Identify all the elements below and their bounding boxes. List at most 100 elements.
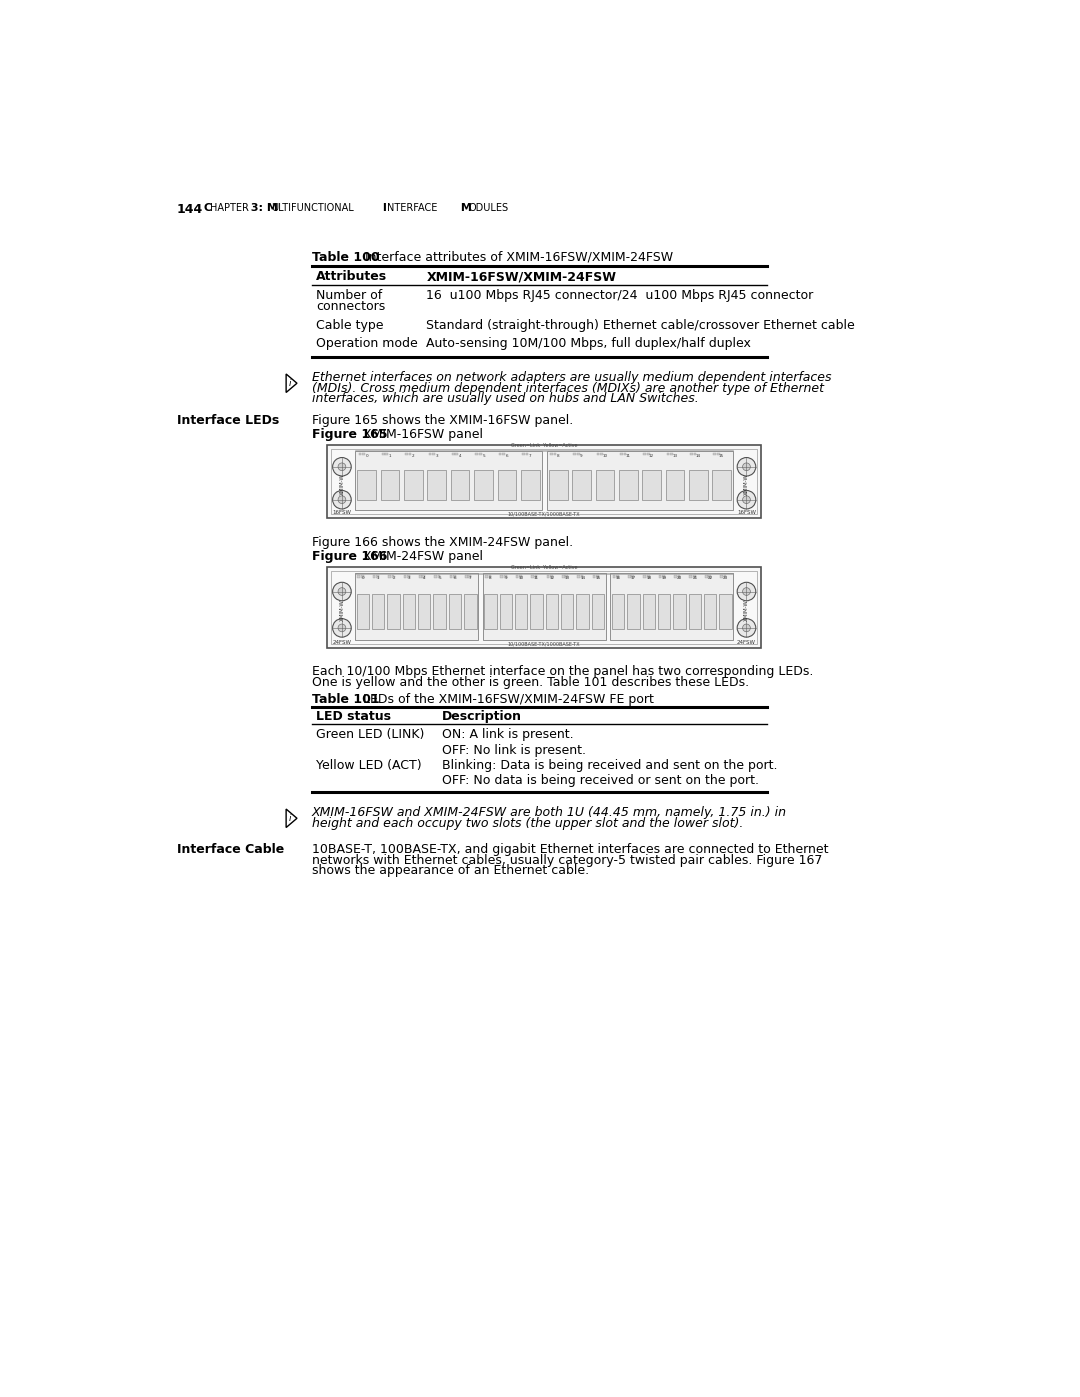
- Text: Table 100: Table 100: [312, 251, 379, 264]
- Text: 21: 21: [692, 577, 698, 580]
- Bar: [485, 576, 488, 578]
- Text: HAPTER: HAPTER: [211, 203, 249, 214]
- Bar: [689, 471, 707, 500]
- Text: 17: 17: [631, 577, 636, 580]
- Bar: [356, 594, 369, 629]
- Text: XMIM-16FSW panel: XMIM-16FSW panel: [355, 427, 483, 441]
- Bar: [705, 576, 707, 578]
- Bar: [422, 576, 426, 578]
- Text: shows the appearance of an Ethernet cable.: shows the appearance of an Ethernet cabl…: [312, 865, 589, 877]
- Circle shape: [738, 583, 756, 601]
- Bar: [546, 576, 550, 578]
- Bar: [332, 571, 757, 644]
- Text: 1: 1: [389, 454, 391, 458]
- Bar: [332, 448, 757, 514]
- Text: 5: 5: [438, 577, 441, 580]
- Bar: [382, 453, 384, 455]
- Text: Figure 166 shows the XMIM-24FSW panel.: Figure 166 shows the XMIM-24FSW panel.: [312, 536, 572, 549]
- Bar: [386, 453, 388, 455]
- Bar: [673, 594, 686, 629]
- Text: 20: 20: [677, 577, 683, 580]
- Bar: [437, 576, 441, 578]
- Text: 3: 3: [435, 454, 438, 458]
- Bar: [498, 471, 516, 500]
- Bar: [627, 594, 639, 629]
- Text: 2: 2: [413, 454, 415, 458]
- Bar: [647, 453, 649, 455]
- Bar: [627, 576, 631, 578]
- Bar: [502, 453, 504, 455]
- Bar: [595, 471, 615, 500]
- Text: 0: 0: [362, 577, 364, 580]
- Bar: [619, 471, 637, 500]
- Bar: [632, 576, 634, 578]
- Bar: [535, 576, 538, 578]
- Circle shape: [743, 462, 751, 471]
- Text: LED status: LED status: [316, 711, 391, 724]
- Bar: [475, 453, 478, 455]
- Bar: [600, 453, 603, 455]
- Text: (MDIs). Cross medium dependent interfaces (MDIXs) are another type of Ethernet: (MDIs). Cross medium dependent interface…: [312, 381, 824, 395]
- Text: 19: 19: [662, 577, 666, 580]
- Bar: [521, 471, 540, 500]
- Text: connectors: connectors: [316, 300, 386, 313]
- Text: 14: 14: [696, 454, 701, 458]
- Text: 13: 13: [565, 577, 570, 580]
- Text: Green=Link  Yellow=Active: Green=Link Yellow=Active: [511, 443, 578, 448]
- Text: 24FSW: 24FSW: [333, 640, 351, 645]
- Bar: [483, 573, 606, 640]
- Text: 2: 2: [392, 577, 395, 580]
- Text: 10/100BASE-TX/1000BASE-TX: 10/100BASE-TX/1000BASE-TX: [508, 511, 581, 517]
- Bar: [545, 594, 558, 629]
- Bar: [724, 576, 727, 578]
- Text: NTERFACE: NTERFACE: [387, 203, 437, 214]
- Bar: [516, 576, 518, 578]
- Bar: [359, 453, 362, 455]
- Text: i: i: [288, 814, 292, 823]
- Bar: [357, 471, 376, 500]
- Circle shape: [743, 588, 751, 595]
- Bar: [550, 576, 553, 578]
- Bar: [418, 594, 431, 629]
- Bar: [546, 451, 733, 510]
- Bar: [554, 453, 556, 455]
- Bar: [674, 576, 677, 578]
- Text: M: M: [457, 203, 472, 214]
- Text: ODULES: ODULES: [469, 203, 509, 214]
- Text: 10/100BASE-TX/1000BASE-TX: 10/100BASE-TX/1000BASE-TX: [508, 641, 581, 647]
- Bar: [565, 576, 568, 578]
- Text: 22: 22: [707, 577, 713, 580]
- Bar: [719, 594, 732, 629]
- Bar: [717, 453, 719, 455]
- Bar: [662, 576, 665, 578]
- Text: 14: 14: [580, 577, 585, 580]
- Text: OFF: No link is present.: OFF: No link is present.: [442, 743, 586, 757]
- Bar: [388, 594, 400, 629]
- Bar: [562, 576, 565, 578]
- Text: interfaces, which are usually used on hubs and LAN Switches.: interfaces, which are usually used on hu…: [312, 393, 699, 405]
- Text: height and each occupy two slots (the upper slot and the lower slot).: height and each occupy two slots (the up…: [312, 817, 743, 830]
- Bar: [312, 267, 768, 285]
- Bar: [577, 576, 580, 578]
- Bar: [361, 576, 364, 578]
- Bar: [355, 573, 478, 640]
- Text: 6: 6: [454, 577, 457, 580]
- Bar: [713, 471, 731, 500]
- Text: 13: 13: [673, 454, 677, 458]
- Text: 8: 8: [557, 454, 559, 458]
- Bar: [643, 594, 654, 629]
- Text: 3: M: 3: M: [247, 203, 279, 214]
- Bar: [610, 573, 733, 640]
- Bar: [373, 576, 376, 578]
- Text: Yellow LED (ACT): Yellow LED (ACT): [316, 759, 422, 773]
- Bar: [658, 594, 671, 629]
- Bar: [355, 451, 542, 510]
- Bar: [612, 594, 624, 629]
- Bar: [488, 576, 491, 578]
- Bar: [409, 453, 411, 455]
- Bar: [433, 594, 446, 629]
- Text: 16: 16: [616, 577, 621, 580]
- Text: Interface Cable: Interface Cable: [177, 842, 284, 856]
- Bar: [376, 576, 379, 578]
- Text: Green=Link  Yellow=Active: Green=Link Yellow=Active: [511, 566, 578, 570]
